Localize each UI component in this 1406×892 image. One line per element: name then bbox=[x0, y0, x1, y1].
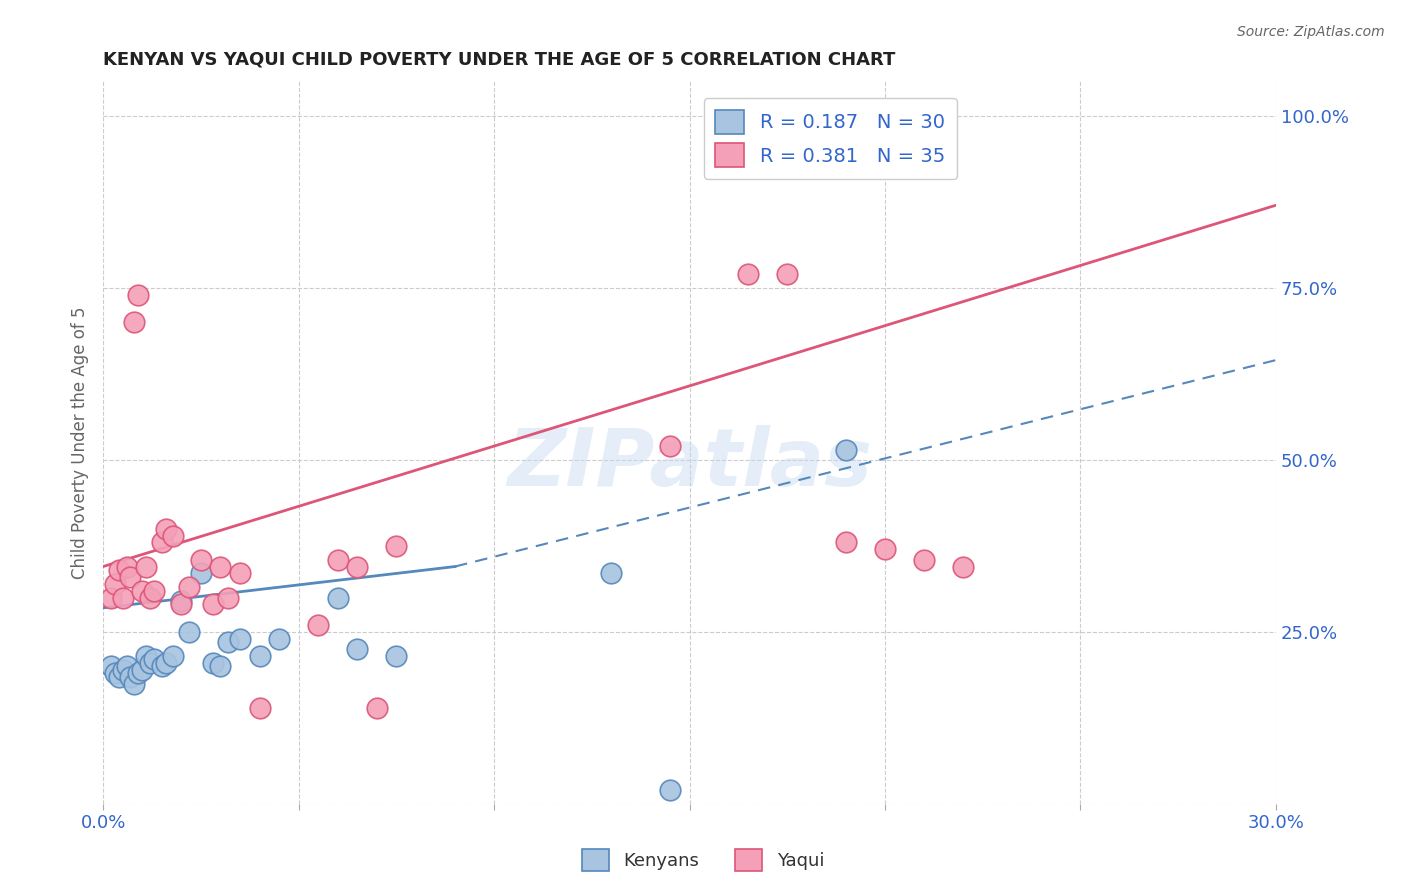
Point bbox=[267, 632, 290, 646]
Point bbox=[209, 659, 232, 673]
Point bbox=[150, 535, 173, 549]
Point bbox=[100, 591, 122, 605]
Point bbox=[142, 583, 165, 598]
Point bbox=[142, 652, 165, 666]
Point bbox=[104, 576, 127, 591]
Point bbox=[385, 648, 408, 663]
Point bbox=[952, 559, 974, 574]
Point bbox=[326, 591, 349, 605]
Point bbox=[217, 635, 239, 649]
Y-axis label: Child Poverty Under the Age of 5: Child Poverty Under the Age of 5 bbox=[72, 307, 89, 579]
Point bbox=[107, 670, 129, 684]
Legend: Kenyans, Yaqui: Kenyans, Yaqui bbox=[575, 842, 831, 879]
Point bbox=[307, 618, 329, 632]
Point bbox=[170, 594, 193, 608]
Point bbox=[835, 535, 858, 549]
Point bbox=[835, 442, 858, 457]
Point bbox=[139, 656, 162, 670]
Point bbox=[659, 783, 682, 797]
Point bbox=[127, 287, 149, 301]
Point bbox=[873, 542, 896, 557]
Point bbox=[155, 522, 177, 536]
Point bbox=[170, 598, 193, 612]
Point bbox=[139, 591, 162, 605]
Point bbox=[107, 563, 129, 577]
Point bbox=[201, 656, 224, 670]
Point bbox=[120, 570, 142, 584]
Point bbox=[162, 648, 184, 663]
Point bbox=[135, 559, 157, 574]
Point bbox=[600, 566, 623, 581]
Point bbox=[120, 670, 142, 684]
Point bbox=[659, 439, 682, 453]
Point bbox=[111, 663, 134, 677]
Point bbox=[366, 700, 388, 714]
Point bbox=[124, 676, 146, 690]
Point bbox=[249, 700, 271, 714]
Point bbox=[111, 591, 134, 605]
Point bbox=[135, 648, 157, 663]
Point bbox=[131, 663, 153, 677]
Legend: R = 0.187   N = 30, R = 0.381   N = 35: R = 0.187 N = 30, R = 0.381 N = 35 bbox=[703, 98, 957, 178]
Point bbox=[209, 559, 232, 574]
Point bbox=[179, 580, 201, 594]
Point bbox=[346, 642, 368, 657]
Point bbox=[201, 598, 224, 612]
Point bbox=[385, 539, 408, 553]
Text: KENYAN VS YAQUI CHILD POVERTY UNDER THE AGE OF 5 CORRELATION CHART: KENYAN VS YAQUI CHILD POVERTY UNDER THE … bbox=[103, 51, 896, 69]
Text: ZIPatlas: ZIPatlas bbox=[508, 425, 872, 503]
Point bbox=[326, 552, 349, 566]
Point bbox=[155, 656, 177, 670]
Point bbox=[150, 659, 173, 673]
Point bbox=[179, 624, 201, 639]
Point bbox=[100, 659, 122, 673]
Point bbox=[124, 315, 146, 329]
Point bbox=[249, 648, 271, 663]
Point bbox=[776, 267, 799, 281]
Point bbox=[912, 552, 935, 566]
Point bbox=[190, 552, 212, 566]
Point bbox=[346, 559, 368, 574]
Point bbox=[190, 566, 212, 581]
Point bbox=[127, 666, 149, 681]
Point bbox=[115, 659, 138, 673]
Point bbox=[104, 666, 127, 681]
Point bbox=[229, 566, 252, 581]
Point bbox=[115, 559, 138, 574]
Text: Source: ZipAtlas.com: Source: ZipAtlas.com bbox=[1237, 25, 1385, 39]
Point bbox=[162, 528, 184, 542]
Point bbox=[131, 583, 153, 598]
Point bbox=[217, 591, 239, 605]
Point bbox=[229, 632, 252, 646]
Point bbox=[737, 267, 759, 281]
